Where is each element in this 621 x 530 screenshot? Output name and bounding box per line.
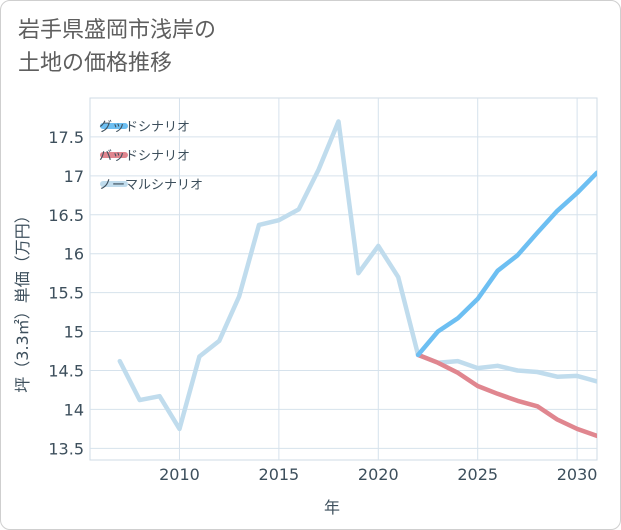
y-tick-label: 14.5	[48, 361, 84, 380]
y-tick-label: 17	[64, 167, 84, 186]
y-tick-label: 15	[64, 323, 84, 342]
y-tick-label: 16.5	[48, 206, 84, 225]
x-tick-label: 2025	[457, 465, 498, 484]
y-tick-label: 17.5	[48, 128, 84, 147]
y-tick-label: 13.5	[48, 439, 84, 458]
series-line-good	[415, 170, 597, 358]
y-tick-labels: 13.5 14 14.5 15 15.5 16 16.5 17 17.5	[48, 128, 84, 458]
x-tick-label: 2015	[259, 465, 300, 484]
y-axis-label: 坪（3.3㎡）単価（万円）	[13, 207, 32, 392]
y-tick-label: 16	[64, 245, 84, 264]
x-tick-label: 2020	[358, 465, 399, 484]
y-tick-label: 15.5	[48, 284, 84, 303]
x-tick-labels: 2010 2015 2020 2025 2030	[159, 465, 597, 484]
x-axis-label: 年	[324, 498, 340, 517]
y-tick-label: 14	[64, 400, 84, 419]
x-tick-label: 2010	[159, 465, 200, 484]
x-tick-label: 2030	[557, 465, 598, 484]
legend-label: バッドシナリオ	[99, 149, 190, 164]
series-line-normal	[117, 119, 597, 432]
legend-label: グッドシナリオ	[99, 120, 190, 135]
series-line-bad	[415, 352, 597, 439]
legend-label: ノーマルシナリオ	[99, 178, 203, 193]
series-lines	[117, 119, 597, 439]
chart-title: 岩手県盛岡市浅岸の 土地の価格推移	[18, 18, 217, 76]
